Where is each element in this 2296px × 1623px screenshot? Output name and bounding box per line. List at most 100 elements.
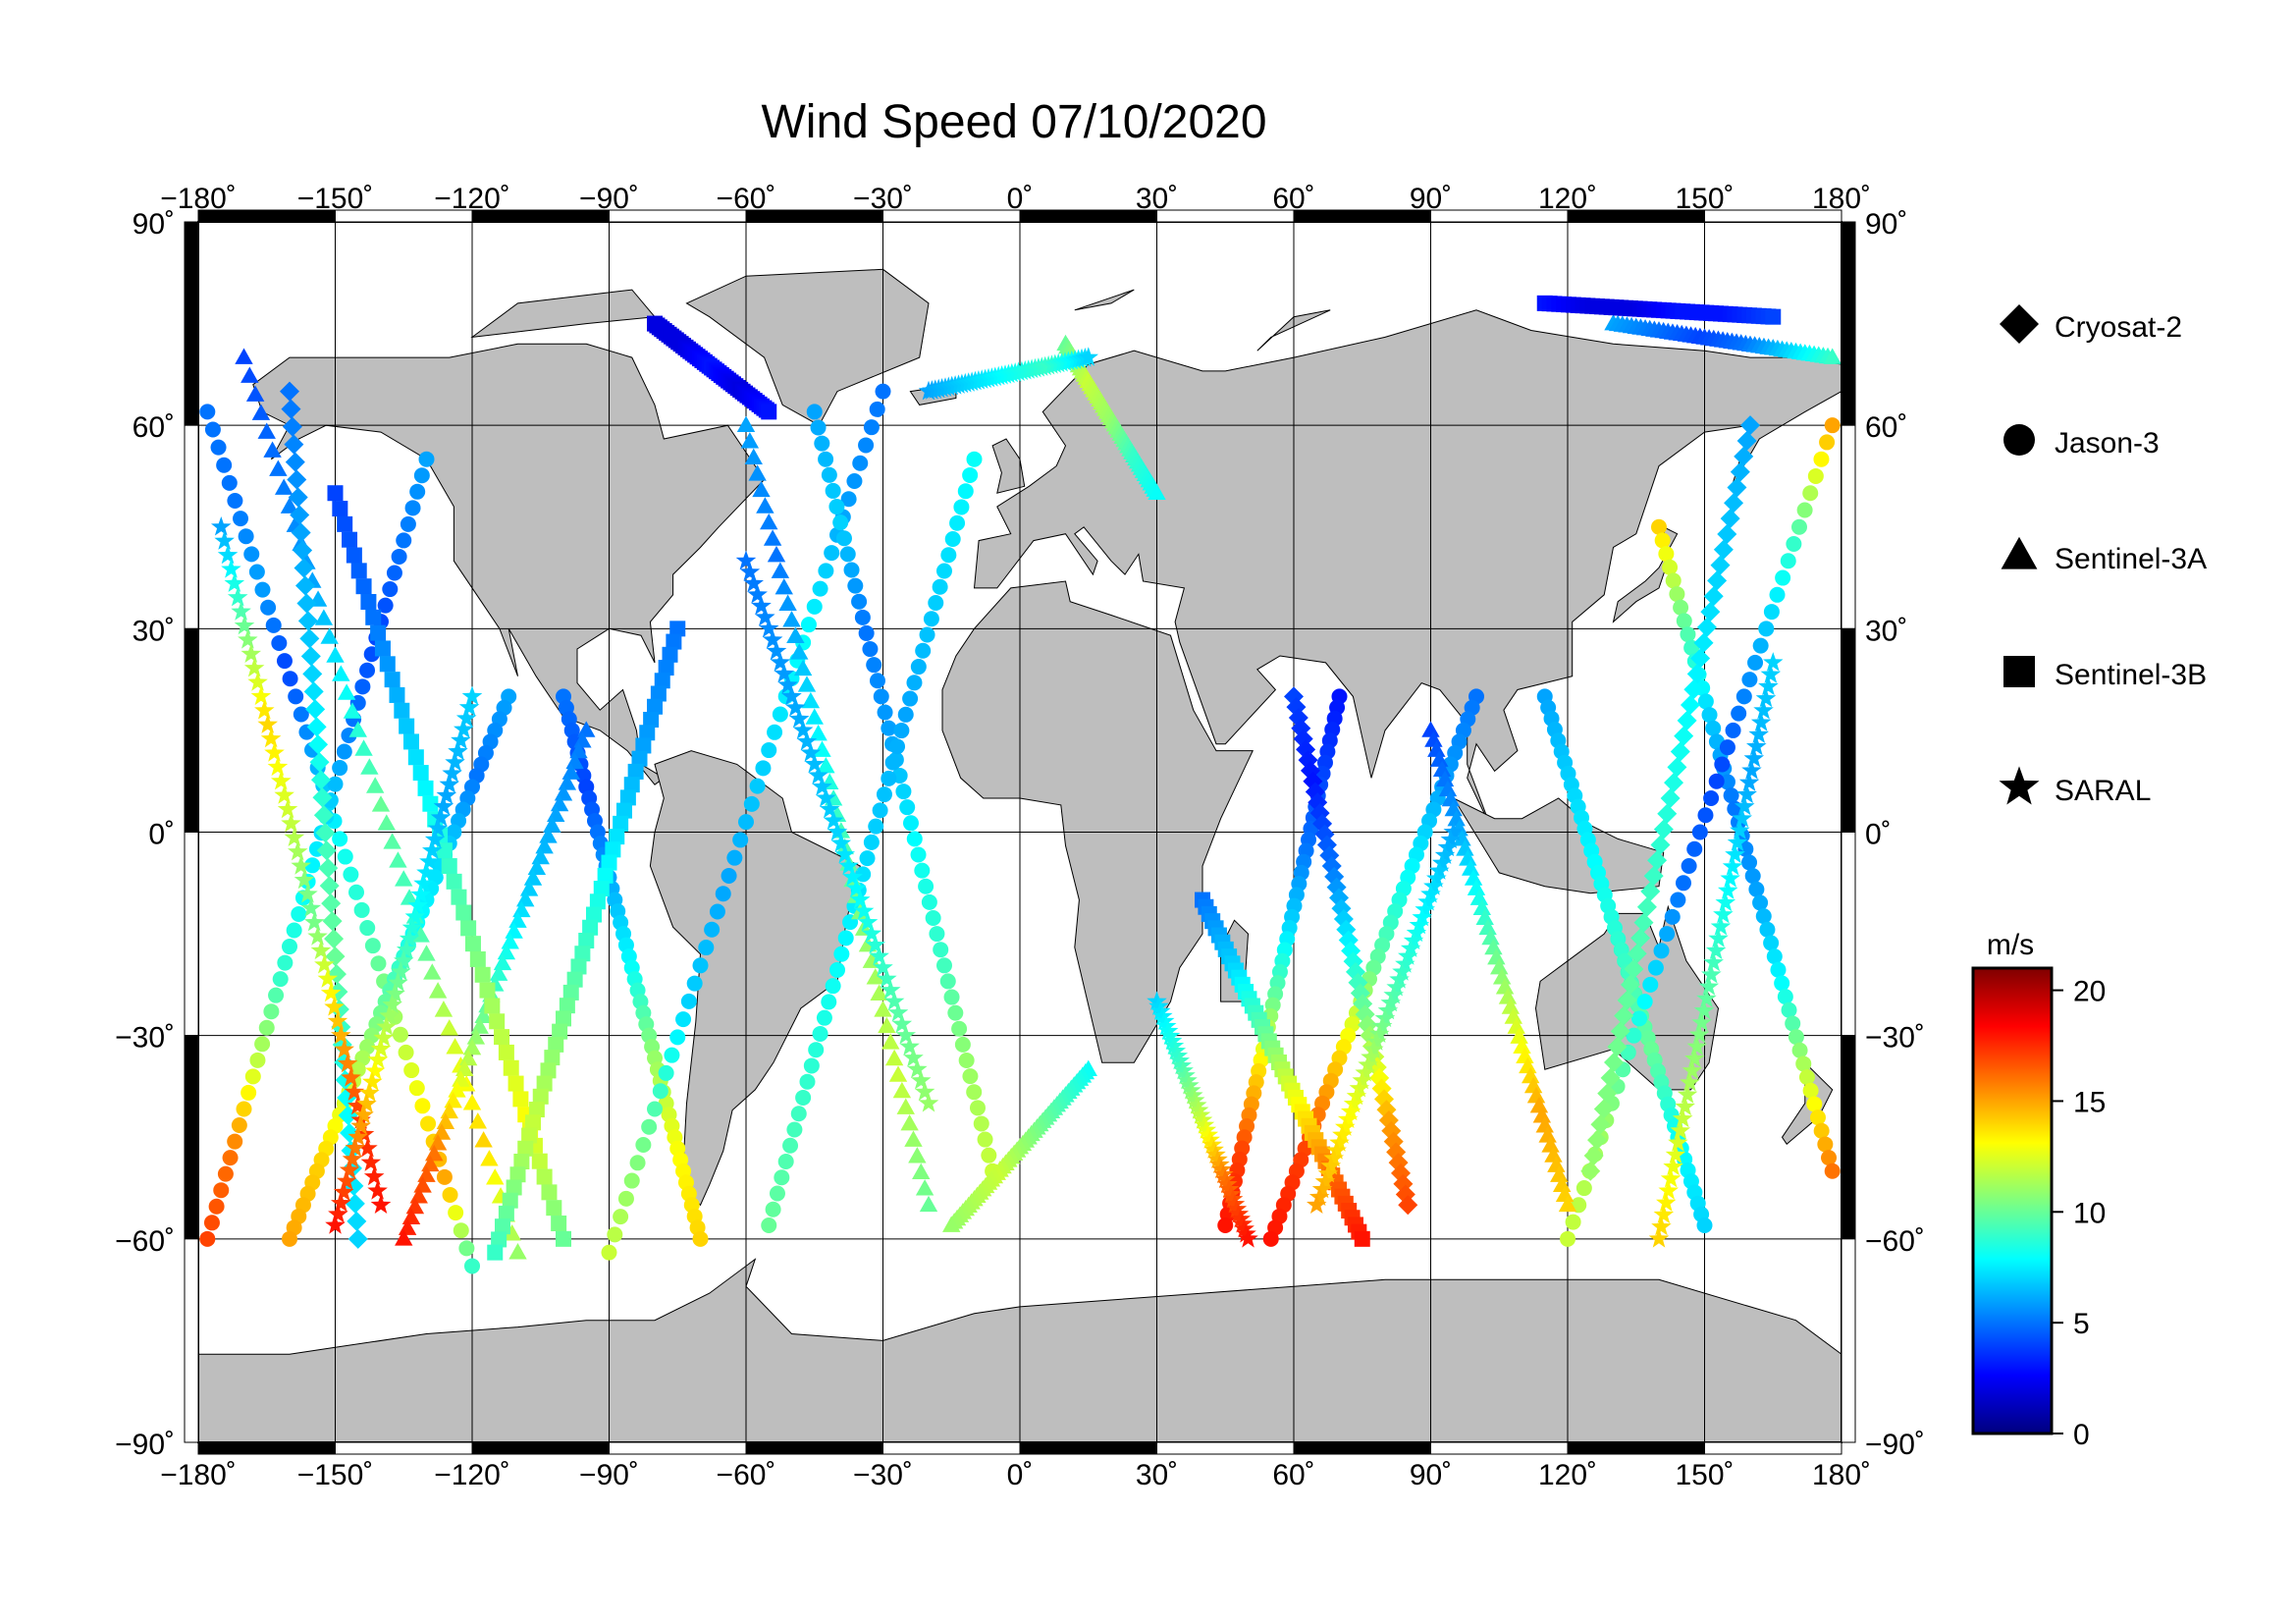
track-point — [233, 511, 249, 527]
track-point — [303, 681, 324, 702]
track-point — [1230, 1208, 1251, 1228]
track-point — [1675, 1096, 1695, 1116]
track-sentinel-3b — [1536, 295, 1782, 325]
track-point — [244, 1068, 261, 1085]
track-point — [440, 1019, 458, 1036]
track-point — [1175, 1064, 1196, 1085]
frame-bar-bottom — [882, 1441, 1021, 1455]
track-point — [1152, 1005, 1173, 1025]
frame-bar-left — [184, 221, 199, 426]
track-point — [664, 1047, 680, 1063]
track-point — [284, 434, 304, 455]
track-point — [1484, 938, 1503, 955]
track-point — [1487, 947, 1506, 965]
track-point — [1311, 1178, 1333, 1199]
track-point — [605, 841, 621, 858]
track-point — [1736, 784, 1757, 804]
track-point — [1755, 908, 1772, 925]
track-point — [769, 1185, 785, 1202]
track-point — [744, 448, 763, 465]
track-point — [297, 884, 318, 903]
track-point — [446, 873, 462, 890]
track-point — [363, 1165, 385, 1186]
track-point — [354, 678, 371, 695]
track-point — [1308, 1186, 1330, 1207]
track-point — [1374, 1007, 1396, 1028]
track-point — [337, 683, 356, 700]
track-point — [1719, 739, 1735, 756]
track-point — [284, 827, 305, 846]
track-point — [743, 795, 760, 812]
track-point — [935, 957, 952, 974]
track-point — [360, 1152, 382, 1171]
track-point — [376, 1016, 398, 1036]
track-point — [853, 900, 875, 920]
track-point — [1226, 1198, 1248, 1218]
track-point — [878, 1016, 896, 1034]
track-point — [464, 1258, 480, 1274]
track-point — [300, 646, 321, 667]
track-point — [866, 657, 882, 674]
track-point — [257, 422, 276, 439]
track-point — [1713, 903, 1734, 924]
track-saral — [325, 685, 483, 1234]
lon-tick-label-bottom: 180˚ — [1812, 1459, 1871, 1491]
legend-marker-circle — [2003, 424, 2035, 456]
lon-tick-label-bottom: −90˚ — [579, 1459, 639, 1491]
track-point — [1415, 898, 1435, 919]
track-point — [1791, 1042, 1808, 1058]
track-point — [818, 563, 834, 579]
track-point — [1519, 1056, 1537, 1074]
track-point — [1765, 308, 1782, 325]
track-point — [213, 1182, 230, 1199]
track-point — [1434, 844, 1456, 864]
track-point — [1565, 1214, 1581, 1230]
track-point — [1817, 1136, 1834, 1153]
track-point — [1631, 1010, 1648, 1027]
track-point — [251, 404, 271, 420]
track-point — [1660, 787, 1681, 808]
lon-tick-label-top: −120˚ — [434, 183, 510, 215]
track-point — [398, 1044, 414, 1060]
track-point — [342, 531, 358, 548]
track-point — [609, 829, 625, 845]
map-frame-bars — [184, 209, 1856, 1455]
track-point — [343, 702, 362, 719]
track-point — [1185, 1090, 1205, 1109]
track-point — [332, 665, 350, 681]
track-point — [1205, 1144, 1226, 1163]
track-point — [227, 586, 248, 607]
track-point — [1734, 446, 1754, 466]
track-point — [1753, 700, 1774, 720]
lon-tick-label-bottom: 120˚ — [1538, 1459, 1597, 1491]
track-point — [869, 401, 885, 417]
track-point — [800, 742, 822, 762]
track-point — [1798, 1069, 1815, 1086]
track-point — [918, 1092, 939, 1112]
track-point — [774, 1169, 790, 1186]
track-point — [881, 770, 897, 786]
track-point — [1188, 1100, 1209, 1119]
land-indonesia — [1452, 796, 1665, 894]
track-point — [367, 1049, 389, 1069]
track-point — [824, 545, 840, 562]
track-point — [1651, 1216, 1672, 1236]
track-point — [899, 1036, 920, 1055]
track-point — [800, 617, 817, 633]
track-point — [1693, 632, 1714, 653]
track-point — [966, 1084, 983, 1101]
track-point — [932, 578, 948, 595]
track-point — [416, 862, 437, 882]
track-point — [846, 472, 863, 489]
legend-marker-square — [2003, 656, 2035, 687]
track-point — [336, 743, 352, 760]
track-point — [855, 866, 872, 883]
track-point — [263, 441, 282, 458]
track-point — [1349, 1077, 1370, 1098]
track-point — [1759, 921, 1776, 938]
track-point — [1597, 1083, 1618, 1104]
track-point — [1437, 837, 1459, 857]
track-point — [1186, 1095, 1207, 1114]
track-point — [1669, 586, 1685, 603]
track-point — [806, 404, 823, 420]
